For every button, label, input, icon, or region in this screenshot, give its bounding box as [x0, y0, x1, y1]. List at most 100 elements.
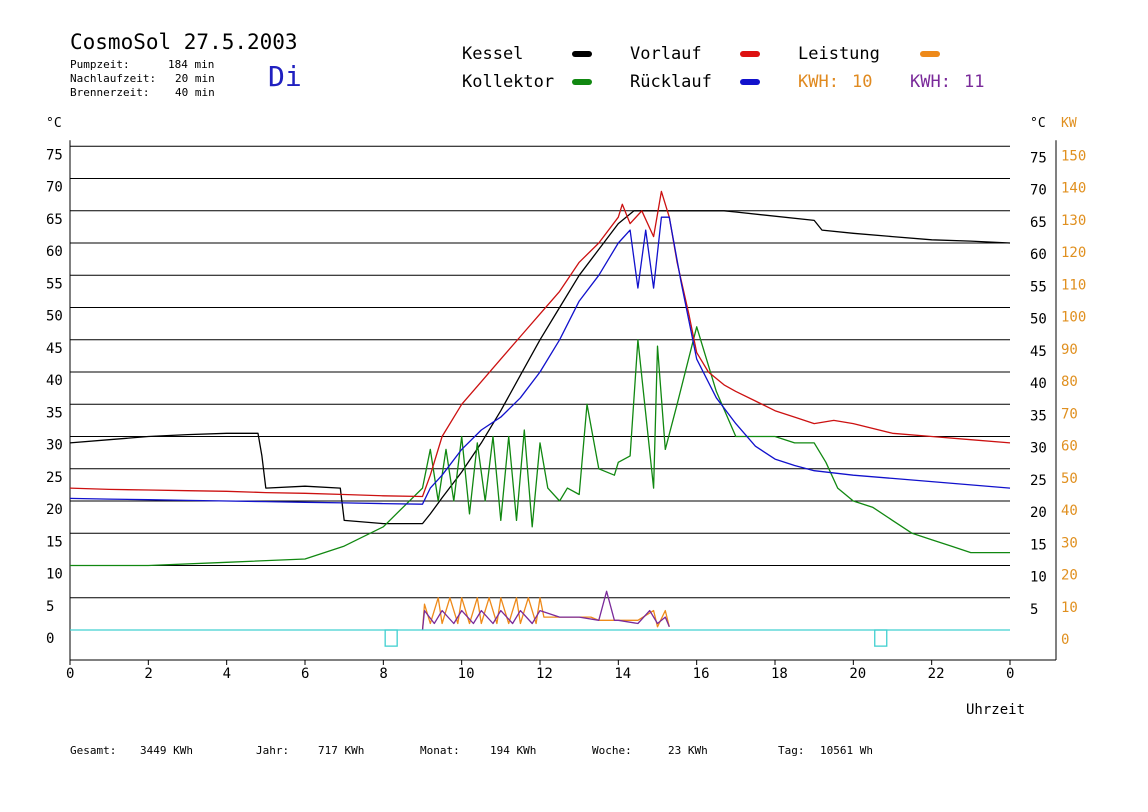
y-tick-label-left: 10 — [46, 567, 63, 583]
legend-leistung-swatch — [920, 51, 940, 57]
x-tick-label: 20 — [849, 666, 866, 682]
y-tick-label-right-temp: 35 — [1030, 408, 1047, 424]
legend-kollektor-label: Kollektor — [462, 72, 555, 92]
pump-marker — [384, 629, 398, 647]
y-tick-label-left: 70 — [46, 180, 63, 196]
y-tick-label-right-power: 80 — [1061, 374, 1078, 390]
y-tick-label-right-temp: 60 — [1030, 247, 1047, 263]
total-woche-value: 23 KWh — [668, 744, 708, 757]
y-tick-label-left: 0 — [46, 631, 54, 647]
x-tick-label: 6 — [301, 666, 309, 682]
y-tick-label-right-power: 120 — [1061, 245, 1086, 261]
y-tick-label-right-temp: 25 — [1030, 473, 1047, 489]
x-tick-label: 4 — [223, 666, 231, 682]
chart-title: CosmoSol 27.5.2003 — [70, 30, 298, 54]
pump-marker — [874, 629, 888, 647]
y-tick-label-right-power: 130 — [1061, 213, 1086, 229]
stat-nachlaufzeit-value: 20 min — [175, 72, 215, 85]
x-tick-label: 22 — [928, 666, 945, 682]
y-tick-label-left: 55 — [46, 276, 63, 292]
y-tick-label-right-temp: 10 — [1030, 570, 1047, 586]
legend-ruecklauf-label: Rücklauf — [630, 72, 712, 92]
x-tick-label: 12 — [536, 666, 553, 682]
x-tick-label: 16 — [693, 666, 710, 682]
series-line-vorlauf — [69, 190, 1011, 498]
y-tick-label-right-temp: 45 — [1030, 344, 1047, 360]
y-tick-label-right-temp: 40 — [1030, 376, 1047, 392]
legend-kwh2-label: KWH: — [910, 72, 951, 92]
x-tick-label: 2 — [144, 666, 152, 682]
x-tick-label: 18 — [771, 666, 788, 682]
unit-right-kw: KW — [1061, 116, 1077, 131]
total-gesamt-value: 3449 KWh — [140, 744, 193, 757]
y-tick-label-right-temp: 50 — [1030, 312, 1047, 328]
y-tick-label-right-power: 10 — [1061, 600, 1078, 616]
stat-brennerzeit-value: 40 min — [175, 86, 215, 99]
total-monat-value: 194 KWh — [490, 744, 537, 757]
y-tick-label-right-temp: 55 — [1030, 279, 1047, 295]
y-tick-label-right-power: 20 — [1061, 568, 1078, 584]
legend-ruecklauf-swatch — [740, 79, 760, 85]
y-tick-label-left: 75 — [46, 147, 63, 163]
y-tick-label-right-temp: 30 — [1030, 441, 1047, 457]
x-tick-label: 10 — [458, 666, 475, 682]
total-tag-label: Tag: — [778, 744, 805, 757]
legend-kollektor-swatch — [572, 79, 592, 85]
y-tick-label-left: 5 — [46, 599, 54, 615]
total-jahr-label: Jahr: — [256, 744, 290, 757]
legend-kwh1-label: KWH: — [798, 72, 839, 92]
y-tick-label-right-power: 70 — [1061, 406, 1078, 422]
x-tick-label: 0 — [1006, 666, 1014, 682]
legend-kwh2-value: 11 — [964, 72, 985, 92]
total-jahr-value: 717 KWh — [318, 744, 365, 757]
y-tick-label-right-power: 150 — [1061, 148, 1086, 164]
y-tick-label-right-temp: 65 — [1030, 215, 1047, 231]
y-tick-label-right-power: 60 — [1061, 439, 1078, 455]
y-tick-label-left: 20 — [46, 502, 63, 518]
legend-vorlauf-swatch — [740, 51, 760, 57]
x-axis-label: Uhrzeit — [966, 702, 1026, 718]
y-tick-label-right-power: 110 — [1061, 277, 1086, 293]
unit-right-celsius: °C — [1030, 116, 1046, 131]
y-tick-label-left: 60 — [46, 244, 63, 260]
x-tick-label: 0 — [66, 666, 74, 682]
unit-left-celsius: °C — [46, 116, 62, 131]
x-tick-label: 8 — [379, 666, 387, 682]
series-line-kessel — [69, 210, 1011, 525]
y-tick-label-right-temp: 5 — [1030, 602, 1038, 618]
stat-brennerzeit-label: Brennerzeit: — [70, 86, 150, 99]
x-tick-label: 14 — [614, 666, 631, 682]
y-tick-label-right-power: 90 — [1061, 342, 1078, 358]
total-gesamt-label: Gesamt: — [70, 744, 117, 757]
y-tick-label-right-power: 100 — [1061, 310, 1086, 326]
y-tick-label-right-power: 0 — [1061, 632, 1069, 648]
y-tick-label-right-temp: 20 — [1030, 505, 1047, 521]
y-tick-label-right-temp: 75 — [1030, 150, 1047, 166]
total-woche-label: Woche: — [592, 744, 632, 757]
y-tick-label-left: 15 — [46, 534, 63, 550]
series-line-kwh2 — [421, 590, 670, 631]
y-tick-label-right-temp: 70 — [1030, 183, 1047, 199]
y-tick-label-right-power: 30 — [1061, 535, 1078, 551]
y-tick-label-left: 35 — [46, 405, 63, 421]
series-line-ruecklauf — [69, 216, 1011, 505]
legend-leistung-label: Leistung — [798, 44, 880, 64]
weekday-label: Di — [268, 60, 302, 93]
stat-nachlaufzeit-label: Nachlaufzeit: — [70, 72, 157, 85]
y-tick-label-right-power: 50 — [1061, 471, 1078, 487]
legend-kwh1-value: 10 — [852, 72, 873, 92]
total-monat-label: Monat: — [420, 744, 460, 757]
y-tick-label-right-power: 140 — [1061, 181, 1086, 197]
total-tag-value: 10561 Wh — [820, 744, 873, 757]
series-line-kollektor — [70, 326, 1010, 567]
stat-pumpzeit-value: 184 min — [168, 58, 215, 71]
legend-kessel-label: Kessel — [462, 44, 524, 64]
y-tick-label-left: 65 — [46, 212, 63, 228]
legend-kessel-swatch — [572, 51, 592, 57]
y-tick-label-left: 25 — [46, 470, 63, 486]
stat-pumpzeit-label: Pumpzeit: — [70, 58, 130, 71]
y-tick-label-left: 40 — [46, 373, 63, 389]
y-tick-label-left: 45 — [46, 341, 63, 357]
y-tick-label-right-temp: 15 — [1030, 537, 1047, 553]
